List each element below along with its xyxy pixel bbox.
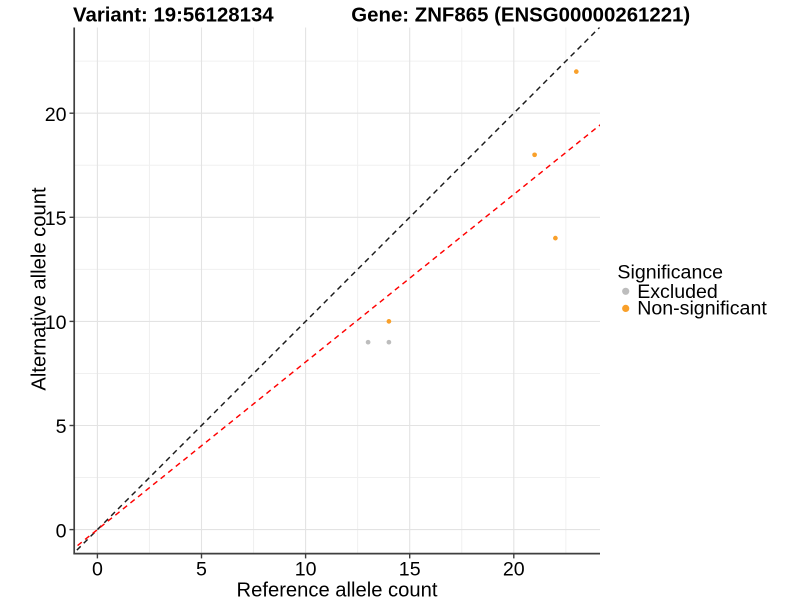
- svg-text:0: 0: [92, 558, 103, 580]
- svg-text:0: 0: [56, 520, 67, 542]
- svg-text:10: 10: [45, 312, 67, 334]
- svg-text:15: 15: [45, 208, 67, 230]
- svg-text:10: 10: [295, 558, 317, 580]
- svg-text:Excluded: Excluded: [637, 281, 718, 303]
- svg-text:Significance: Significance: [617, 262, 723, 284]
- svg-text:Gene: ZNF865 (ENSG00000261221): Gene: ZNF865 (ENSG00000261221): [351, 5, 690, 27]
- svg-text:20: 20: [45, 104, 67, 126]
- svg-text:Variant: 19:56128134: Variant: 19:56128134: [73, 5, 274, 27]
- svg-text:Alternative allele count: Alternative allele count: [29, 187, 51, 391]
- svg-text:5: 5: [196, 558, 207, 580]
- svg-text:Non-significant: Non-significant: [637, 298, 767, 320]
- svg-text:20: 20: [503, 558, 525, 580]
- svg-text:Reference allele count: Reference allele count: [237, 579, 438, 600]
- svg-text:15: 15: [399, 558, 421, 580]
- svg-text:5: 5: [56, 416, 67, 438]
